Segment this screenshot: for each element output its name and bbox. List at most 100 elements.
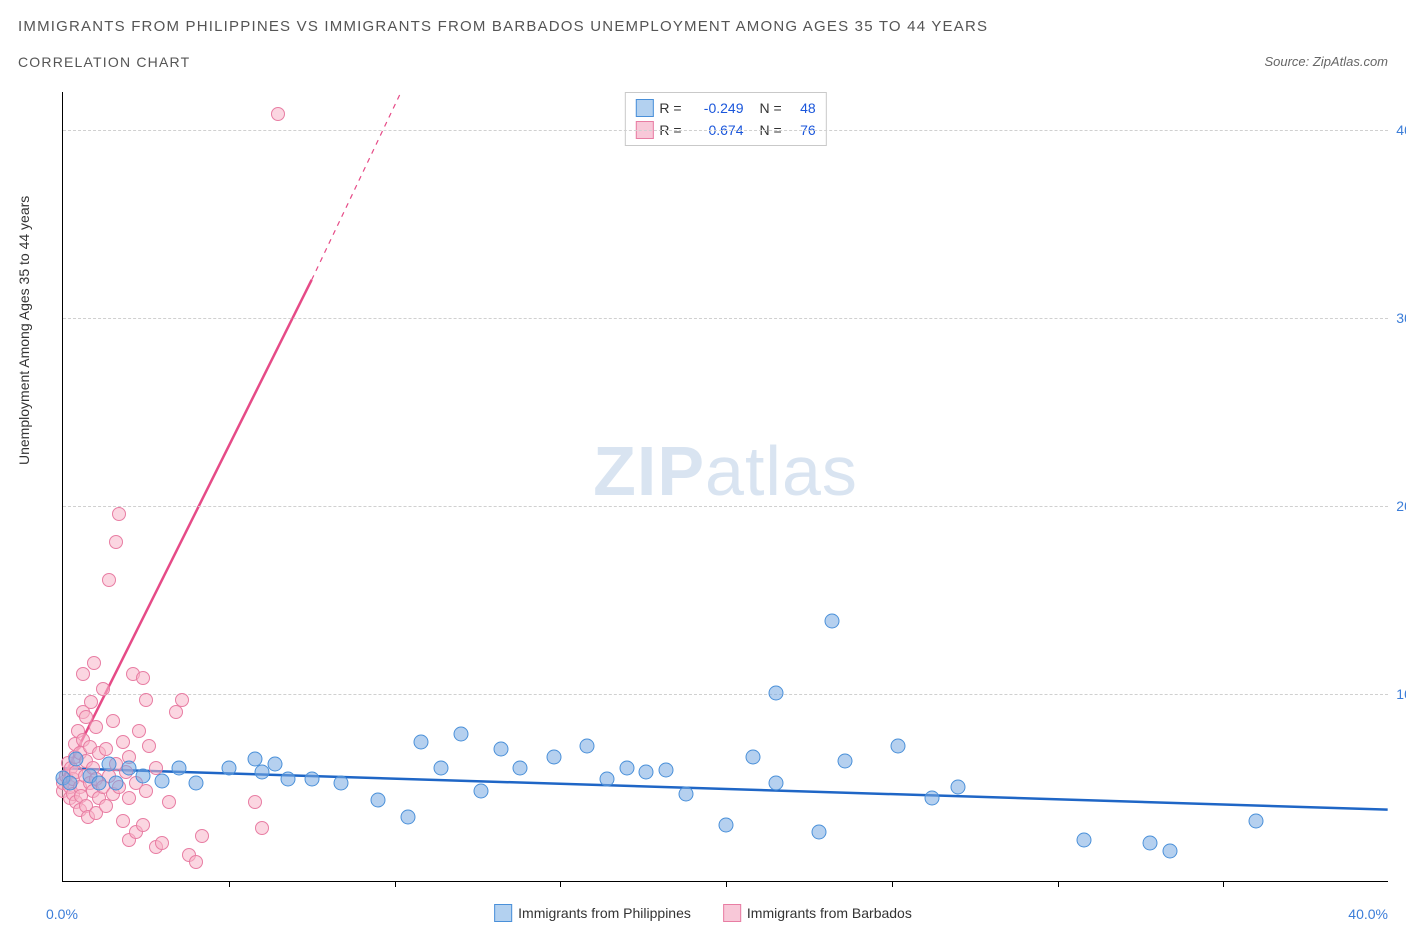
x-tick [1223, 881, 1224, 887]
series-legend: Immigrants from Philippines Immigrants fr… [494, 904, 912, 922]
data-point [155, 836, 169, 850]
data-point [142, 739, 156, 753]
data-point [281, 772, 296, 787]
data-point [106, 714, 120, 728]
data-point [951, 779, 966, 794]
data-point [811, 825, 826, 840]
data-point [334, 776, 349, 791]
trend-lines-layer [63, 92, 1388, 881]
data-point [139, 784, 153, 798]
data-point [825, 614, 840, 629]
legend-n-label: N = [760, 100, 782, 116]
data-point [122, 791, 136, 805]
data-point [139, 693, 153, 707]
data-point [188, 776, 203, 791]
gridline [63, 506, 1388, 507]
source-label: Source: ZipAtlas.com [1264, 54, 1388, 69]
data-point [112, 507, 126, 521]
data-point [155, 774, 170, 789]
data-point [639, 764, 654, 779]
data-point [136, 671, 150, 685]
legend-swatch [494, 904, 512, 922]
legend-r-value: -0.249 [692, 100, 744, 116]
data-point [719, 817, 734, 832]
data-point [271, 107, 285, 121]
data-point [76, 667, 90, 681]
data-point [102, 757, 117, 772]
trend-line [312, 92, 401, 280]
data-point [268, 757, 283, 772]
data-point [1163, 843, 1178, 858]
data-point [768, 776, 783, 791]
legend-n-value: 48 [792, 100, 816, 116]
legend-r-label: R = [659, 100, 681, 116]
data-point [924, 791, 939, 806]
data-point [195, 829, 209, 843]
data-point [1143, 836, 1158, 851]
series-legend-label: Immigrants from Barbados [747, 905, 912, 921]
data-point [175, 693, 189, 707]
data-point [221, 761, 236, 776]
gridline [63, 318, 1388, 319]
data-point [87, 656, 101, 670]
data-point [116, 814, 130, 828]
data-point [248, 795, 262, 809]
chart-title-sub: CORRELATION CHART [18, 54, 190, 70]
data-point [414, 734, 429, 749]
data-point [453, 727, 468, 742]
data-point [116, 735, 130, 749]
data-point [62, 776, 77, 791]
data-point [679, 787, 694, 802]
data-point [493, 742, 508, 757]
stats-legend-box: R =-0.249N =48R =0.674N =76 [624, 92, 826, 146]
data-point [189, 855, 203, 869]
data-point [473, 783, 488, 798]
y-tick-label: 20.0% [1396, 498, 1406, 514]
series-legend-item: Immigrants from Barbados [723, 904, 912, 922]
x-tick [892, 881, 893, 887]
data-point [1249, 813, 1264, 828]
x-tick [560, 881, 561, 887]
y-tick-label: 10.0% [1396, 686, 1406, 702]
data-point [132, 724, 146, 738]
x-tick [395, 881, 396, 887]
data-point [99, 742, 113, 756]
x-tick [726, 881, 727, 887]
legend-swatch [635, 99, 653, 117]
data-point [599, 772, 614, 787]
legend-stat-row: R = -0.249 N = 48 [635, 97, 815, 119]
chart-title-main: IMMIGRANTS FROM PHILIPPINES VS IMMIGRANT… [18, 18, 988, 35]
data-point [162, 795, 176, 809]
data-point [513, 761, 528, 776]
x-tick [1058, 881, 1059, 887]
data-point [745, 749, 760, 764]
series-legend-label: Immigrants from Philippines [518, 905, 691, 921]
data-point [172, 761, 187, 776]
x-axis-origin-label: 0.0% [46, 906, 78, 922]
data-point [619, 761, 634, 776]
data-point [659, 763, 674, 778]
data-point [109, 776, 124, 791]
data-point [579, 738, 594, 753]
data-point [433, 761, 448, 776]
data-point [102, 573, 116, 587]
data-point [89, 720, 103, 734]
gridline [63, 694, 1388, 695]
data-point [891, 738, 906, 753]
data-point [546, 749, 561, 764]
y-axis-label: Unemployment Among Ages 35 to 44 years [16, 196, 32, 465]
chart-plot-area: ZIPatlas R =-0.249N =48R =0.674N =76 10.… [62, 92, 1388, 882]
x-axis-end-label: 40.0% [1348, 906, 1388, 922]
legend-swatch [723, 904, 741, 922]
data-point [109, 535, 123, 549]
data-point [136, 818, 150, 832]
data-point [84, 695, 98, 709]
data-point [92, 776, 107, 791]
x-tick [229, 881, 230, 887]
y-tick-label: 40.0% [1396, 122, 1406, 138]
data-point [96, 682, 110, 696]
y-tick-label: 30.0% [1396, 310, 1406, 326]
data-point [838, 753, 853, 768]
data-point [255, 821, 269, 835]
data-point [135, 768, 150, 783]
